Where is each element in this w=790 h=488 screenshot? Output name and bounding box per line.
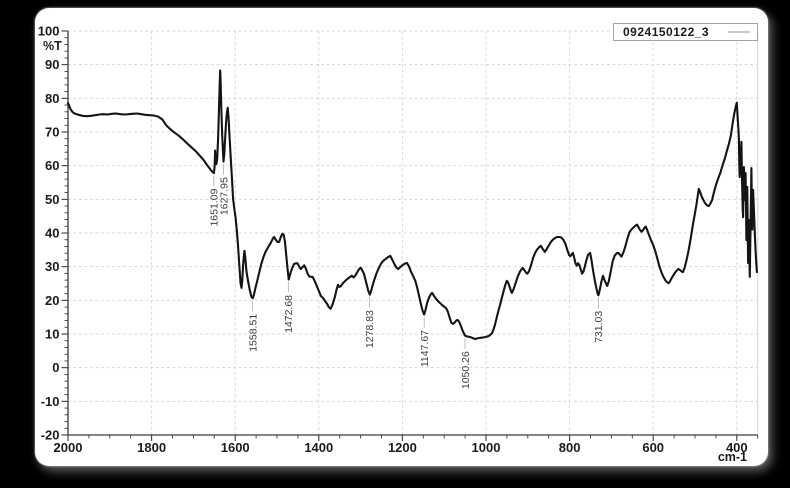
spectrum-curve [66,69,758,341]
x-tick-label: 1200 [388,440,417,455]
vertical-gridlines [151,31,738,435]
y-tick-label: 30 [45,259,59,274]
peak-label: 1627.95 [218,177,230,215]
x-tick-label: 1800 [137,440,166,455]
y-tick-label: -10 [41,394,60,409]
y-tick-label: 10 [45,327,59,342]
peak-label: 1651.09 [209,188,221,226]
x-tick-label: 800 [559,440,581,455]
legend-line-sample [728,31,750,33]
y-tick-label: -20 [41,428,60,443]
x-axis-title: cm-1 [718,450,747,464]
y-tick-label: 0 [52,360,59,375]
x-tick-label: 1000 [472,440,501,455]
y-tick-label: 90 [45,57,59,72]
y-tick-label: 100 [38,24,60,39]
peak-label: 1558.51 [247,314,259,352]
x-tick-label: 1400 [304,440,333,455]
y-tick-label: 40 [45,226,59,241]
x-tick-label: 1600 [221,440,250,455]
peak-label: 731.03 [593,311,605,343]
legend-label: 0924150122_3 [623,25,710,39]
x-tick-label: 400 [726,440,748,455]
y-tick-label: 50 [45,192,59,207]
y-axis-title: %T [43,39,62,53]
y-tick-label: 20 [45,293,59,308]
x-tick-label: 2000 [54,440,83,455]
spectrum-card: 100 90 80 70 60 50 40 30 20 10 0 -10 -20 %T 2000 1800 16… [35,8,768,466]
legend: 0924150122_3 [613,23,758,41]
x-tick-label: 600 [642,440,664,455]
y-tick-label: 80 [45,91,59,106]
y-tick-label: 70 [45,125,59,140]
ir-spectrum-chart: 100 90 80 70 60 50 40 30 20 10 0 -10 -20 %T 2000 1800 16… [35,8,768,466]
peak-label: 1278.83 [364,310,376,348]
y-tick-label: 60 [45,158,59,173]
peak-label: 1472.68 [283,295,295,333]
peak-label: 1050.26 [460,351,472,389]
peak-label: 1147.67 [419,330,431,367]
horizontal-gridlines [68,30,758,436]
